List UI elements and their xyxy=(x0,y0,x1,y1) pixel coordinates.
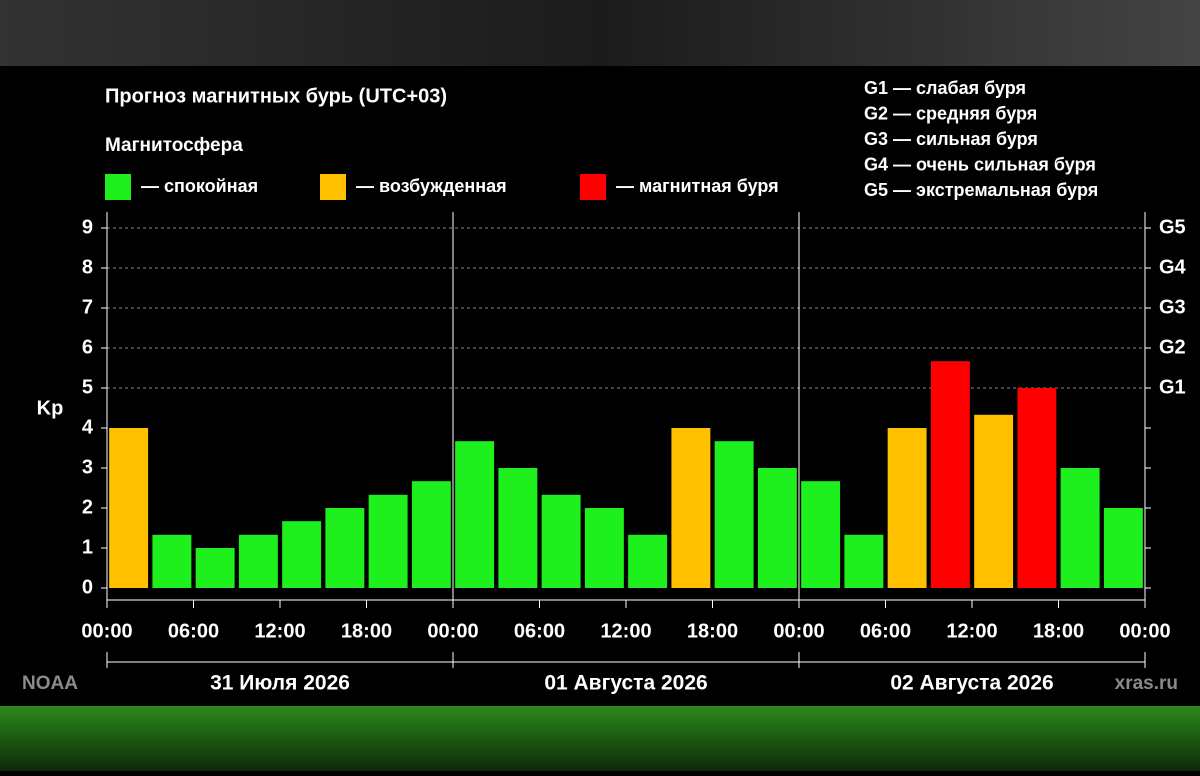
y-tick-label: 4 xyxy=(82,416,94,438)
y-tick-label: 3 xyxy=(82,456,93,478)
legend-swatch xyxy=(580,174,606,200)
bar xyxy=(238,534,278,588)
y2-tick-label: G2 xyxy=(1159,336,1186,358)
bar xyxy=(195,548,235,588)
chart-title: Прогноз магнитных бурь (UTC+03) xyxy=(105,85,447,107)
y-tick-label: 2 xyxy=(82,496,93,518)
x-tick-label: 00:00 xyxy=(427,620,478,642)
x-tick-label: 00:00 xyxy=(81,620,132,642)
bar xyxy=(498,468,538,588)
storm-scale-item: G5 — экстремальная буря xyxy=(864,180,1098,200)
storm-scale-item: G2 — средняя буря xyxy=(864,103,1037,123)
bar xyxy=(411,481,451,588)
legend-swatch xyxy=(105,174,131,200)
y-tick-label: 6 xyxy=(82,336,93,358)
x-tick-label: 12:00 xyxy=(254,620,305,642)
legend-label: — магнитная буря xyxy=(616,176,779,196)
y-tick-label: 7 xyxy=(82,296,93,318)
y2-tick-label: G3 xyxy=(1159,296,1186,318)
x-tick-label: 06:00 xyxy=(860,620,911,642)
day-label: 31 Июля 2026 xyxy=(210,672,350,695)
bar xyxy=(974,414,1014,588)
y-tick-label: 5 xyxy=(82,376,93,398)
legend-label: — спокойная xyxy=(141,176,258,196)
x-tick-label: 18:00 xyxy=(687,620,738,642)
bar xyxy=(801,481,841,588)
day-label: 02 Августа 2026 xyxy=(890,672,1053,695)
bar xyxy=(1060,468,1100,588)
x-tick-label: 18:00 xyxy=(341,620,392,642)
x-tick-label: 12:00 xyxy=(946,620,997,642)
y-tick-label: 0 xyxy=(82,576,93,598)
panel xyxy=(0,66,1200,706)
x-tick-label: 00:00 xyxy=(773,620,824,642)
x-tick-label: 18:00 xyxy=(1033,620,1084,642)
bar xyxy=(714,441,754,588)
bar xyxy=(584,508,624,588)
legend-swatch xyxy=(320,174,346,200)
bar xyxy=(757,468,797,588)
x-tick-label: 06:00 xyxy=(168,620,219,642)
x-tick-label: 00:00 xyxy=(1119,620,1170,642)
bar xyxy=(109,428,149,588)
bottom-backdrop xyxy=(0,706,1200,771)
bar xyxy=(282,521,322,588)
legend-title: Магнитосфера xyxy=(105,135,243,156)
x-tick-label: 12:00 xyxy=(600,620,651,642)
bar xyxy=(844,534,884,588)
bar xyxy=(325,508,365,588)
y-tick-label: 8 xyxy=(82,256,93,278)
top-backdrop xyxy=(0,0,1200,66)
legend-label: — возбужденная xyxy=(356,176,507,196)
bar xyxy=(541,494,581,588)
bar xyxy=(671,428,711,588)
source-left: NOAA xyxy=(22,673,78,694)
bar xyxy=(887,428,927,588)
bar xyxy=(368,494,408,588)
y2-tick-label: G4 xyxy=(1159,256,1187,278)
y-tick-label: 1 xyxy=(82,536,93,558)
bar xyxy=(1103,508,1143,588)
x-tick-label: 06:00 xyxy=(514,620,565,642)
storm-scale-item: G3 — сильная буря xyxy=(864,129,1038,149)
source-right: xras.ru xyxy=(1115,673,1178,694)
bar xyxy=(152,534,192,588)
storm-scale-item: G1 — слабая буря xyxy=(864,78,1026,98)
day-label: 01 Августа 2026 xyxy=(544,672,707,695)
bar xyxy=(930,361,970,588)
storm-scale-item: G4 — очень сильная буря xyxy=(864,154,1096,174)
y2-tick-label: G1 xyxy=(1159,376,1186,398)
y2-tick-label: G5 xyxy=(1159,216,1186,238)
bar xyxy=(455,441,495,588)
y-axis-label: Kp xyxy=(37,397,64,419)
bar xyxy=(628,534,668,588)
bar xyxy=(1017,388,1057,588)
y-tick-label: 9 xyxy=(82,216,93,238)
